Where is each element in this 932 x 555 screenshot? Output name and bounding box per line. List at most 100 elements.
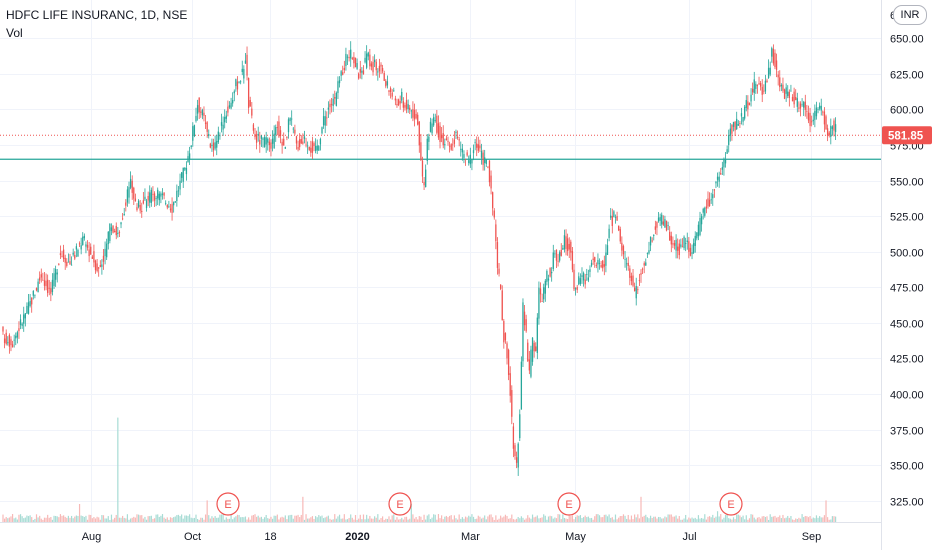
candle-body[interactable] bbox=[592, 258, 594, 261]
candle-body[interactable] bbox=[110, 227, 113, 231]
candle-body[interactable] bbox=[761, 86, 763, 95]
candle-body[interactable] bbox=[145, 200, 148, 209]
candle-body[interactable] bbox=[254, 134, 256, 138]
candle-body[interactable] bbox=[302, 141, 304, 144]
candle-body[interactable] bbox=[539, 288, 542, 295]
candle-body[interactable] bbox=[659, 217, 661, 221]
candle-body[interactable] bbox=[286, 137, 288, 139]
candle-body[interactable] bbox=[579, 278, 582, 284]
candle-body[interactable] bbox=[279, 130, 282, 137]
candle-body[interactable] bbox=[225, 115, 227, 119]
candle-body[interactable] bbox=[396, 104, 398, 106]
candle-body[interactable] bbox=[316, 145, 318, 151]
candle-body[interactable] bbox=[787, 91, 789, 97]
candle-body[interactable] bbox=[120, 222, 122, 225]
candle-body[interactable] bbox=[533, 342, 535, 352]
candle-body[interactable] bbox=[54, 269, 57, 280]
candle-body[interactable] bbox=[429, 121, 432, 132]
candle-body[interactable] bbox=[13, 339, 15, 341]
candle-body[interactable] bbox=[726, 149, 728, 154]
candle-body[interactable] bbox=[385, 80, 387, 87]
candle-body[interactable] bbox=[707, 198, 709, 207]
candle-body[interactable] bbox=[697, 224, 700, 237]
candle-body[interactable] bbox=[622, 246, 625, 255]
candle-body[interactable] bbox=[673, 242, 676, 246]
candle-body[interactable] bbox=[796, 98, 798, 107]
candle-body[interactable] bbox=[759, 83, 762, 87]
candle-body[interactable] bbox=[326, 117, 328, 119]
candle-body[interactable] bbox=[525, 319, 527, 332]
candle-body[interactable] bbox=[180, 172, 183, 178]
candle-body[interactable] bbox=[771, 48, 773, 57]
candle-body[interactable] bbox=[404, 104, 406, 108]
candle-body[interactable] bbox=[235, 79, 237, 87]
candle-body[interactable] bbox=[273, 133, 275, 148]
candle-body[interactable] bbox=[18, 328, 20, 332]
candle-body[interactable] bbox=[632, 275, 634, 286]
candle-body[interactable] bbox=[3, 338, 6, 343]
candle-body[interactable] bbox=[377, 71, 379, 73]
earnings-marker[interactable]: E bbox=[388, 492, 412, 516]
candle-body[interactable] bbox=[53, 273, 55, 287]
candle-body[interactable] bbox=[606, 245, 609, 255]
candle-body[interactable] bbox=[625, 263, 628, 265]
candle-body[interactable] bbox=[93, 251, 95, 263]
candle-body[interactable] bbox=[799, 103, 802, 109]
candle-body[interactable] bbox=[613, 211, 615, 217]
candle-body[interactable] bbox=[645, 262, 647, 266]
candle-body[interactable] bbox=[303, 136, 306, 139]
candle-body[interactable] bbox=[198, 97, 200, 113]
candle-body[interactable] bbox=[531, 337, 534, 362]
candle-body[interactable] bbox=[173, 202, 175, 206]
candle-body[interactable] bbox=[291, 118, 293, 120]
candle-body[interactable] bbox=[249, 100, 251, 107]
candle-body[interactable] bbox=[555, 249, 558, 261]
candle-body[interactable] bbox=[176, 190, 178, 202]
candle-body[interactable] bbox=[222, 124, 224, 130]
candle-body[interactable] bbox=[216, 140, 218, 148]
candle-body[interactable] bbox=[85, 244, 87, 247]
candle-body[interactable] bbox=[88, 249, 90, 257]
candle-body[interactable] bbox=[230, 102, 232, 109]
candle-body[interactable] bbox=[619, 229, 621, 242]
candle-body[interactable] bbox=[321, 127, 323, 134]
candle-body[interactable] bbox=[171, 204, 173, 213]
candle-body[interactable] bbox=[8, 334, 11, 347]
currency-button[interactable]: INR bbox=[893, 5, 927, 25]
candle-body[interactable] bbox=[354, 57, 357, 68]
candle-body[interactable] bbox=[581, 275, 583, 277]
candle-body[interactable] bbox=[90, 246, 92, 255]
candle-body[interactable] bbox=[752, 88, 754, 93]
candle-body[interactable] bbox=[166, 205, 168, 208]
candle-body[interactable] bbox=[772, 48, 775, 64]
candle-body[interactable] bbox=[7, 342, 9, 344]
candle-body[interactable] bbox=[161, 193, 164, 195]
candle-body[interactable] bbox=[755, 83, 757, 89]
candle-body[interactable] bbox=[798, 107, 800, 109]
candle-body[interactable] bbox=[308, 146, 310, 150]
candle-body[interactable] bbox=[785, 87, 787, 94]
candle-body[interactable] bbox=[496, 242, 499, 268]
candle-body[interactable] bbox=[10, 339, 12, 346]
candle-body[interactable] bbox=[723, 159, 725, 168]
candle-body[interactable] bbox=[574, 288, 577, 290]
candle-body[interactable] bbox=[220, 122, 223, 126]
candle-body[interactable] bbox=[831, 126, 834, 129]
candle-body[interactable] bbox=[476, 143, 478, 148]
candle-body[interactable] bbox=[157, 189, 159, 199]
candle-body[interactable] bbox=[691, 252, 693, 254]
candle-body[interactable] bbox=[232, 100, 234, 104]
candle-body[interactable] bbox=[155, 198, 157, 199]
candle-body[interactable] bbox=[91, 256, 93, 259]
candle-body[interactable] bbox=[185, 168, 188, 175]
candle-body[interactable] bbox=[578, 276, 580, 285]
candle-body[interactable] bbox=[23, 314, 25, 324]
candle-body[interactable] bbox=[283, 138, 285, 146]
candle-body[interactable] bbox=[782, 84, 784, 91]
candle-body[interactable] bbox=[661, 214, 663, 225]
candle-body[interactable] bbox=[61, 255, 63, 257]
candle-body[interactable] bbox=[188, 153, 191, 160]
candle-body[interactable] bbox=[212, 142, 215, 151]
candle-body[interactable] bbox=[448, 145, 451, 147]
